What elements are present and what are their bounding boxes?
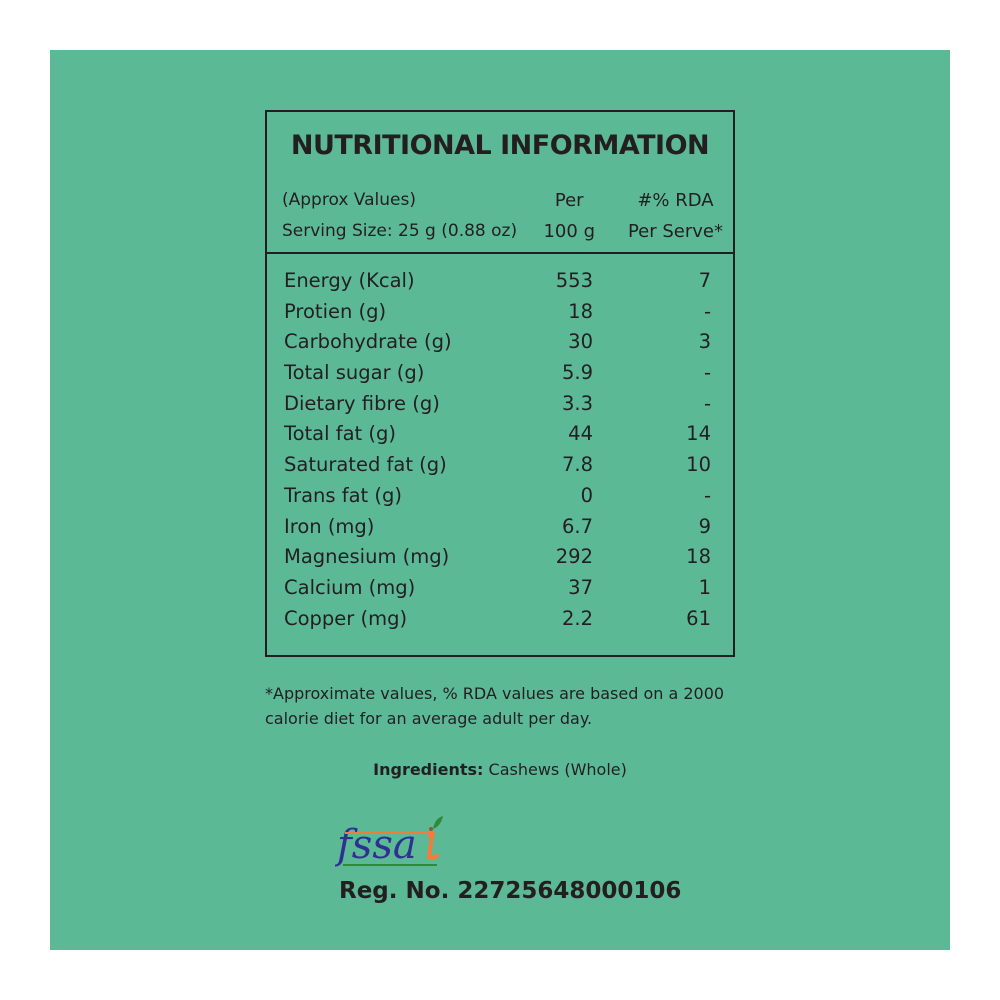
nutrient-name: Magnesium (mg): [284, 545, 450, 569]
per-label: Per: [554, 190, 584, 211]
rda-value: -: [703, 483, 711, 507]
nutrient-row: Iron (mg) 6.7 9: [267, 512, 733, 543]
ingredients-value: Cashews (Whole): [488, 760, 627, 779]
footnote: *Approximate values, % RDA values are ba…: [265, 684, 725, 728]
rda-label: #% RDA: [637, 190, 714, 211]
per-100g-value: 30: [568, 330, 593, 354]
rda-value: 14: [686, 422, 711, 446]
nutrient-row: Energy (Kcal) 553 7: [267, 266, 733, 297]
rda-value: 61: [686, 606, 711, 630]
header-divider: [267, 252, 733, 254]
rda-value: -: [703, 391, 711, 415]
nutrient-name: Carbohydrate (g): [284, 330, 452, 354]
nutrient-row: Copper (mg) 2.2 61: [267, 604, 733, 635]
nutrient-name: Total sugar (g): [284, 361, 425, 385]
rda-value: 7: [698, 269, 711, 292]
per-100g-value: 6.7: [561, 514, 593, 538]
ingredients-label: Ingredients:: [373, 760, 484, 779]
rda-value: 1: [698, 575, 711, 599]
nutrient-row: Total sugar (g) 5.9 -: [267, 358, 733, 389]
table-title: NUTRITIONAL INFORMATION: [290, 130, 710, 161]
per-100g-label: 100 g: [543, 221, 595, 242]
rda-value: 10: [686, 453, 711, 477]
per-100g-value: 7.8: [561, 453, 593, 477]
nutrient-row: Calcium (mg) 37 1: [267, 573, 733, 604]
label-panel: [50, 50, 950, 950]
nutrient-row: Magnesium (mg) 292 18: [267, 542, 733, 573]
nutrient-row: Protien (g) 18 -: [267, 297, 733, 328]
header-left: (Approx Values) Serving Size: 25 g (0.88…: [282, 185, 517, 247]
per-100g-value: 37: [568, 575, 593, 599]
per-100g-value: 44: [568, 422, 593, 446]
rda-value: 3: [698, 330, 711, 354]
nutrient-name: Calcium (mg): [284, 575, 416, 599]
nutrient-name: Dietary fibre (g): [284, 391, 440, 415]
registration-number: Reg. No. 22725648000106: [339, 878, 682, 904]
per-100g-value: 553: [555, 269, 593, 292]
rda-value: 9: [698, 514, 711, 538]
header-rda: #% RDA Per Serve*: [628, 185, 723, 247]
nutrient-name: Protien (g): [284, 299, 387, 323]
nutrient-row: Trans fat (g) 0 -: [267, 481, 733, 512]
per-100g-value: 292: [555, 545, 593, 569]
nutrient-rows: Energy (Kcal) 553 7 Protien (g) 18 - Carbohydr…: [267, 266, 733, 634]
nutrient-name: Copper (mg): [284, 606, 408, 630]
rda-value: -: [703, 361, 711, 385]
nutrient-name: Saturated fat (g): [284, 453, 447, 477]
nutrient-name: Total fat (g): [284, 422, 396, 446]
per-100g-value: 18: [568, 299, 593, 323]
fssai-logo: fssa: [334, 814, 445, 868]
per-100g-value: 5.9: [561, 361, 593, 385]
rda-value: -: [703, 299, 711, 323]
nutrition-table: NUTRITIONAL INFORMATION (Approx Values) …: [265, 110, 735, 657]
approx-values-label: (Approx Values): [282, 190, 416, 210]
header-per: Per 100 g: [543, 185, 595, 247]
per-serve-label: Per Serve*: [627, 221, 723, 242]
rda-value: 18: [686, 545, 711, 569]
per-100g-value: 2.2: [561, 606, 593, 630]
nutrient-row: Saturated fat (g) 7.8 10: [267, 450, 733, 481]
svg-text:fssa: fssa: [335, 822, 417, 868]
nutrient-name: Energy (Kcal): [284, 269, 415, 292]
ingredients: Ingredients: Cashews (Whole): [0, 760, 1000, 779]
nutrient-row: Total fat (g) 44 14: [267, 419, 733, 450]
nutrient-name: Trans fat (g): [284, 483, 402, 507]
serving-size-label: Serving Size: 25 g (0.88 oz): [282, 221, 518, 241]
nutrient-name: Iron (mg): [284, 514, 375, 538]
per-100g-value: 0: [580, 483, 593, 507]
nutrient-row: Carbohydrate (g) 30 3: [267, 327, 733, 358]
per-100g-value: 3.3: [561, 391, 593, 415]
nutrient-row: Dietary fibre (g) 3.3 -: [267, 389, 733, 420]
